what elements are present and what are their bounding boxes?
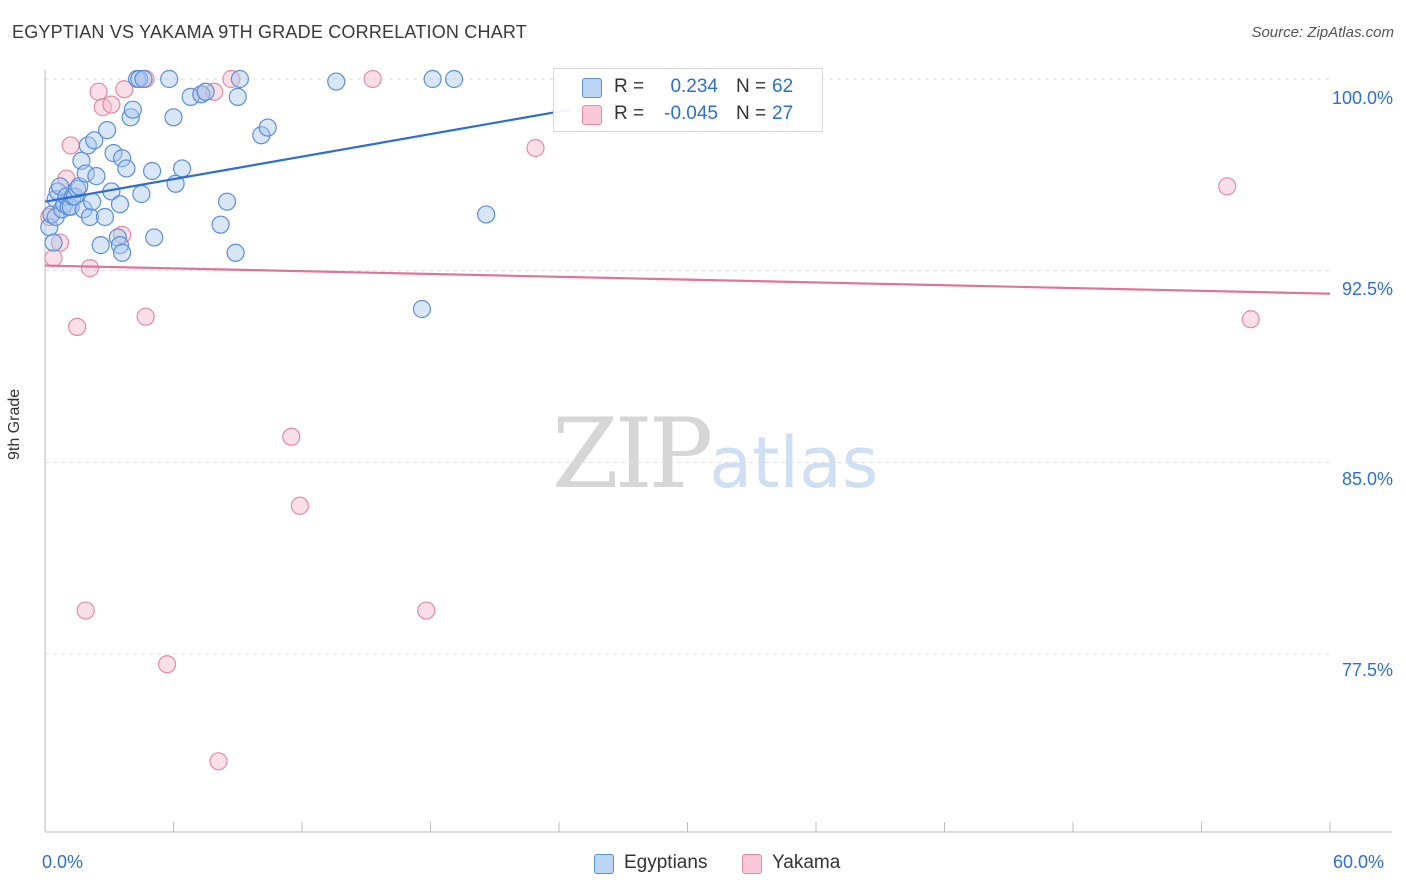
egyptians-point[interactable]: [130, 69, 149, 89]
y-tick-label: 92.5%: [1341, 279, 1393, 299]
egyptians-point[interactable]: [110, 195, 130, 214]
legend-swatch-pink: [582, 105, 602, 125]
yakama-point[interactable]: [102, 95, 121, 114]
yakama-trend-line: [44, 264, 1331, 295]
egyptians-point[interactable]: [412, 299, 432, 319]
egyptians-point[interactable]: [444, 69, 464, 89]
yakama-point[interactable]: [115, 80, 134, 99]
grid-lines: [45, 78, 1330, 655]
egyptians-point[interactable]: [160, 69, 179, 89]
egyptians-point[interactable]: [423, 69, 442, 89]
egyptians-point[interactable]: [226, 243, 245, 262]
yakama-points: [40, 69, 1260, 771]
y-axis-label: 9th Grade: [6, 388, 23, 460]
x-min-label: 0.0%: [42, 852, 84, 872]
legend-swatch-blue: [582, 78, 602, 98]
yakama-point[interactable]: [76, 601, 95, 620]
legend-r-value: 0.234: [670, 76, 718, 97]
egyptians-point[interactable]: [98, 121, 117, 140]
legend-r-value: -0.045: [664, 103, 718, 124]
egyptians-point[interactable]: [123, 100, 142, 119]
egyptians-point[interactable]: [44, 233, 63, 252]
egyptians-point[interactable]: [230, 69, 249, 89]
yakama-point[interactable]: [526, 138, 545, 158]
yakama-point[interactable]: [1218, 177, 1237, 196]
yakama-point[interactable]: [1241, 310, 1260, 329]
egyptians-point[interactable]: [91, 236, 110, 255]
legend-n-value: 27: [772, 103, 794, 124]
egyptians-point[interactable]: [68, 179, 87, 198]
yakama-point[interactable]: [157, 655, 177, 674]
trend-lines: [44, 108, 1331, 295]
egyptians-point[interactable]: [134, 69, 153, 89]
egyptians-point[interactable]: [80, 207, 100, 227]
yakama-point[interactable]: [136, 307, 155, 326]
yakama-point[interactable]: [80, 259, 100, 278]
yakama-point[interactable]: [89, 82, 108, 101]
egyptians-point[interactable]: [142, 161, 162, 181]
legend-n-label: N =: [736, 103, 767, 124]
egyptians-point[interactable]: [104, 144, 123, 163]
yakama-point[interactable]: [68, 317, 87, 336]
egyptians-point[interactable]: [112, 149, 132, 168]
source-credit: Source: ZipAtlas.com: [1251, 24, 1394, 41]
egyptians-point[interactable]: [85, 131, 104, 150]
axes: [44, 70, 1392, 833]
egyptians-point[interactable]: [112, 243, 132, 262]
legend-r-label: R =: [614, 76, 645, 97]
legend-label-egyptians: Egyptians: [624, 852, 708, 873]
legend-label-yakama: Yakama: [772, 852, 841, 873]
x-max-label: 60.0%: [1333, 852, 1385, 872]
y-tick-label: 77.5%: [1341, 660, 1393, 680]
legend-r-label: R =: [614, 103, 645, 124]
y-tick-label: 85.0%: [1341, 469, 1393, 489]
egyptians-point[interactable]: [132, 184, 151, 204]
egyptians-point[interactable]: [117, 159, 136, 178]
egyptians-point[interactable]: [228, 87, 247, 106]
egyptians-trend-line: [44, 108, 570, 203]
egyptians-point[interactable]: [76, 164, 95, 183]
egyptians-point[interactable]: [196, 82, 215, 101]
egyptians-point[interactable]: [172, 159, 192, 178]
legend-row-egyptians: R = 0.234 N = 62: [554, 75, 822, 101]
egyptians-point[interactable]: [145, 228, 164, 247]
egyptians-point[interactable]: [327, 72, 346, 91]
egyptians-point[interactable]: [477, 205, 496, 224]
watermark: ZIPatlas: [552, 398, 878, 510]
egyptians-point[interactable]: [83, 192, 102, 211]
y-tick-label: 100.0%: [1331, 88, 1393, 108]
yakama-point[interactable]: [282, 427, 301, 446]
egyptians-point[interactable]: [258, 118, 277, 137]
legend-n-value: 62: [772, 76, 794, 97]
yakama-point[interactable]: [44, 248, 63, 267]
watermark-atlas: atlas: [709, 422, 879, 504]
yakama-point[interactable]: [50, 233, 70, 252]
yakama-point[interactable]: [417, 601, 436, 620]
egyptians-points: [40, 69, 496, 319]
legend-swatch-blue: [594, 854, 614, 874]
watermark-zip: ZIP: [552, 398, 713, 510]
legend-swatch-pink: [742, 854, 762, 874]
yakama-point[interactable]: [363, 69, 382, 89]
legend-n-label: N =: [736, 76, 767, 97]
legend-row-yakama: R = -0.045 N = 27: [554, 102, 822, 128]
yakama-point[interactable]: [209, 752, 228, 771]
egyptians-point[interactable]: [211, 215, 230, 234]
correlation-legend: R = 0.234 N = 62 R = -0.045 N = 27: [553, 68, 823, 132]
chart-title: EGYPTIAN VS YAKAMA 9TH GRADE CORRELATION…: [12, 22, 527, 42]
yakama-point[interactable]: [290, 496, 309, 515]
egyptians-point[interactable]: [95, 207, 115, 227]
yakama-point[interactable]: [61, 136, 80, 155]
egyptians-point[interactable]: [87, 167, 106, 186]
egyptians-point[interactable]: [217, 192, 237, 211]
egyptians-point[interactable]: [164, 108, 183, 127]
